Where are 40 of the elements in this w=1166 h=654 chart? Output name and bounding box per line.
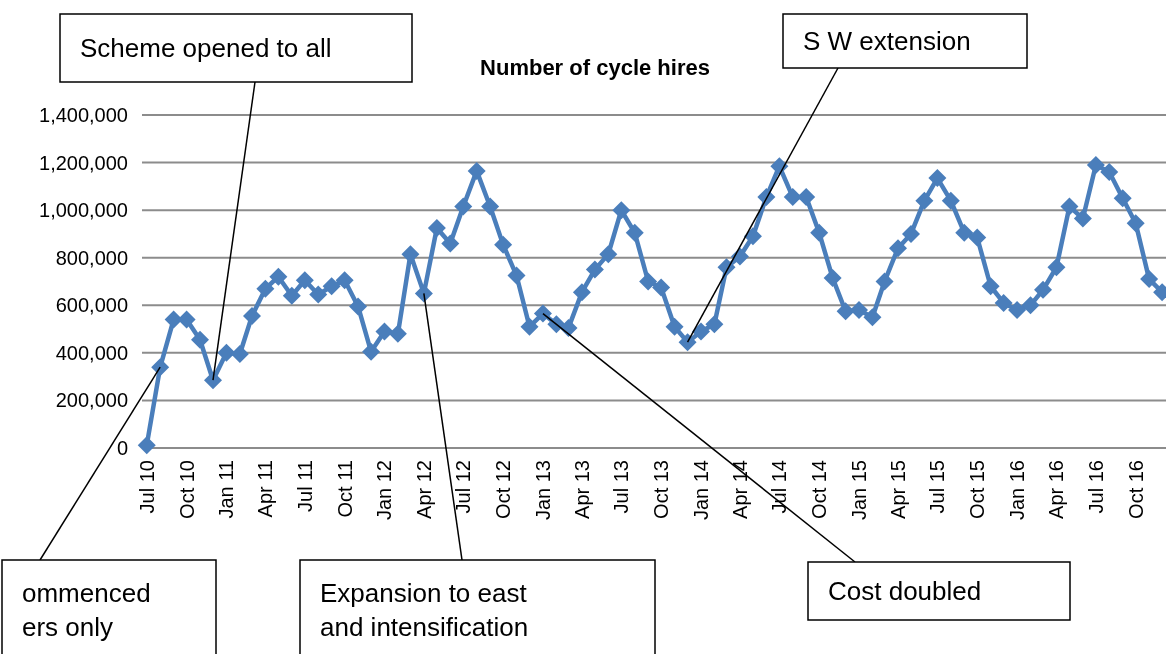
x-tick-label: Jan 13 [531,460,554,521]
x-tick-label: Oct 16 [1124,460,1147,519]
x-tick-label: Jul 11 [293,460,316,512]
y-tick-label: 0 [116,437,128,459]
x-tick-label: Jul 10 [135,460,158,514]
x-tick-label: Apr 14 [728,460,751,519]
annotation: Scheme opened to all [80,33,332,63]
y-tick-label: 1,200,000 [39,151,128,174]
x-tick-label: Oct 12 [492,460,515,519]
y-tick-label: 200,000 [55,389,128,412]
annotation: ommenced ers only [22,578,151,642]
x-tick-label: Jul 13 [610,460,633,514]
x-tick-label: Jan 12 [373,460,396,521]
x-tick-label: Oct 13 [650,460,673,519]
x-tick-label: Oct 10 [175,460,198,519]
x-tick-label: Oct 11 [333,460,356,518]
x-tick-label: Apr 16 [1045,460,1068,519]
y-tick-label: 1,400,000 [39,104,128,126]
x-tick-label: Jul 14 [768,460,791,514]
annotation: Expansion to east and intensification [320,578,529,642]
chart-title: Number of cycle hires [480,55,710,80]
x-tick-label: Oct 15 [966,460,989,519]
x-tick-label: Jan 14 [689,460,712,521]
x-tick-label: Jul 12 [452,460,475,514]
x-tick-label: Jan 11 [215,460,238,519]
x-tick-label: Apr 11 [254,460,277,518]
x-tick-label: Jan 16 [1006,460,1029,521]
x-tick-label: Apr 12 [412,460,435,519]
x-tick-label: Jul 16 [1084,460,1107,514]
x-tick-label: Apr 13 [570,460,593,519]
annotation: Cost doubled [828,576,982,606]
y-tick-label: 800,000 [55,246,128,269]
y-tick-label: 600,000 [55,294,128,317]
annotation: S W extension [803,26,971,56]
x-tick-label: Jan 15 [848,460,871,521]
x-tick-label: Apr 15 [886,460,909,519]
y-tick-label: 1,000,000 [39,199,128,222]
x-tick-label: Oct 14 [808,460,831,519]
x-tick-label: Jul 15 [926,460,949,514]
y-tick-label: 400,000 [55,341,128,364]
